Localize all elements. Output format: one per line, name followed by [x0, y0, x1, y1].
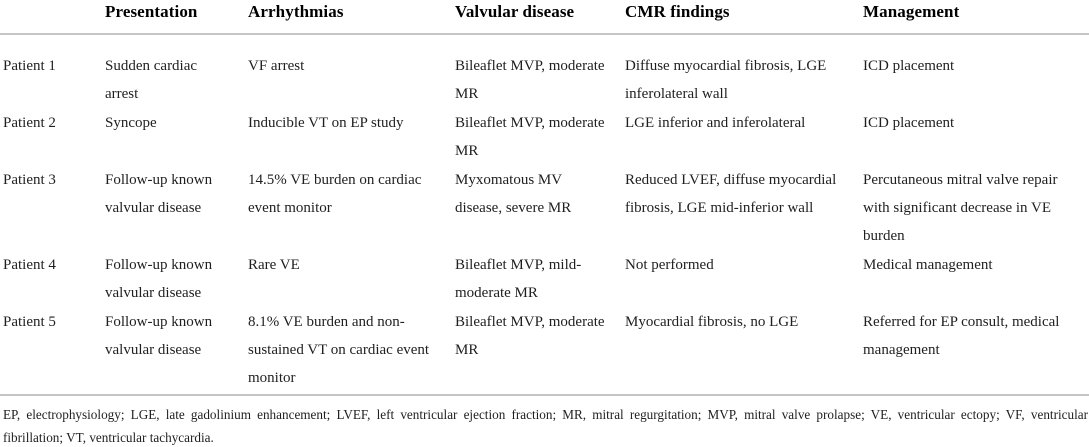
cell-cmr-findings: Myocardial fibrosis, no LGE: [625, 313, 799, 330]
column-header-presentation: Presentation: [105, 0, 248, 35]
table-row-patient-2: Patient 2 Syncope Inducible VT on EP stu…: [0, 109, 1089, 166]
cell-management: ICD placement: [863, 114, 955, 131]
table-header: Presentation Arrhythmias Valvular diseas…: [0, 0, 1089, 35]
patient-label: Patient 1: [3, 58, 56, 74]
cell-cmr-findings: Reduced LVEF, diffuse myocardial fibrosi…: [625, 171, 837, 217]
cell-presentation: Follow-up known valvular disease: [105, 313, 213, 359]
cell-valvular-disease: Bileaflet MVP, moderate MR: [455, 114, 605, 160]
cell-cmr-findings: Not performed: [625, 256, 714, 273]
column-header-valvular-disease: Valvular disease: [455, 0, 625, 35]
cell-presentation: Follow-up known valvular disease: [105, 256, 213, 302]
cell-arrhythmias: VF arrest: [248, 58, 305, 74]
cell-arrhythmias: Rare VE: [248, 256, 300, 273]
table-row-patient-3: Patient 3 Follow-up known valvular disea…: [0, 166, 1089, 251]
column-header-blank: [0, 0, 105, 35]
cell-arrhythmias: 14.5% VE burden on cardiac event monitor: [248, 171, 422, 217]
cell-valvular-disease: Myxomatous MV disease, severe MR: [455, 171, 572, 217]
column-header-management: Management: [863, 0, 1089, 35]
table-row-patient-5: Patient 5 Follow-up known valvular disea…: [0, 308, 1089, 393]
table-row-patient-1: Patient 1 Sudden cardiac arrest VF arres…: [0, 34, 1089, 109]
cell-valvular-disease: Bileaflet MVP, moderate MR: [455, 58, 605, 103]
patient-label: Patient 3: [3, 171, 56, 188]
abbreviations-footnote: EP, electrophysiology; LGE, late gadolin…: [3, 406, 1088, 445]
cell-management: ICD placement: [863, 58, 955, 74]
header-row: Presentation Arrhythmias Valvular diseas…: [0, 0, 1089, 35]
cell-arrhythmias: Inducible VT on EP study: [248, 114, 404, 131]
cell-presentation: Syncope: [105, 114, 157, 131]
column-header-arrhythmias: Arrhythmias: [248, 0, 455, 35]
table-row-patient-4: Patient 4 Follow-up known valvular disea…: [0, 251, 1089, 308]
cell-management: Percutaneous mitral valve repair with si…: [863, 171, 1058, 245]
cell-valvular-disease: Bileaflet MVP, moderate MR: [455, 313, 605, 359]
cell-presentation: Follow-up known valvular disease: [105, 171, 213, 217]
table-bottom-rule: [0, 393, 1089, 396]
cell-presentation: Sudden cardiac arrest: [105, 58, 198, 103]
cell-cmr-findings: LGE inferior and inferolateral: [625, 114, 806, 131]
patients-table: Presentation Arrhythmias Valvular diseas…: [0, 0, 1089, 393]
cell-arrhythmias: 8.1% VE burden and non-sustained VT on c…: [248, 313, 430, 387]
cell-cmr-findings: Diffuse myocardial fibrosis, LGE inferol…: [625, 58, 827, 103]
patient-label: Patient 4: [3, 256, 56, 273]
patient-label: Patient 5: [3, 313, 56, 330]
table-body: Patient 1 Sudden cardiac arrest VF arres…: [0, 34, 1089, 393]
cell-management: Referred for EP consult, medical managem…: [863, 313, 1060, 359]
cell-valvular-disease: Bileaflet MVP, mild-moderate MR: [455, 256, 582, 302]
cell-management: Medical management: [863, 256, 993, 273]
column-header-cmr-findings: CMR findings: [625, 0, 863, 35]
patient-label: Patient 2: [3, 114, 56, 131]
